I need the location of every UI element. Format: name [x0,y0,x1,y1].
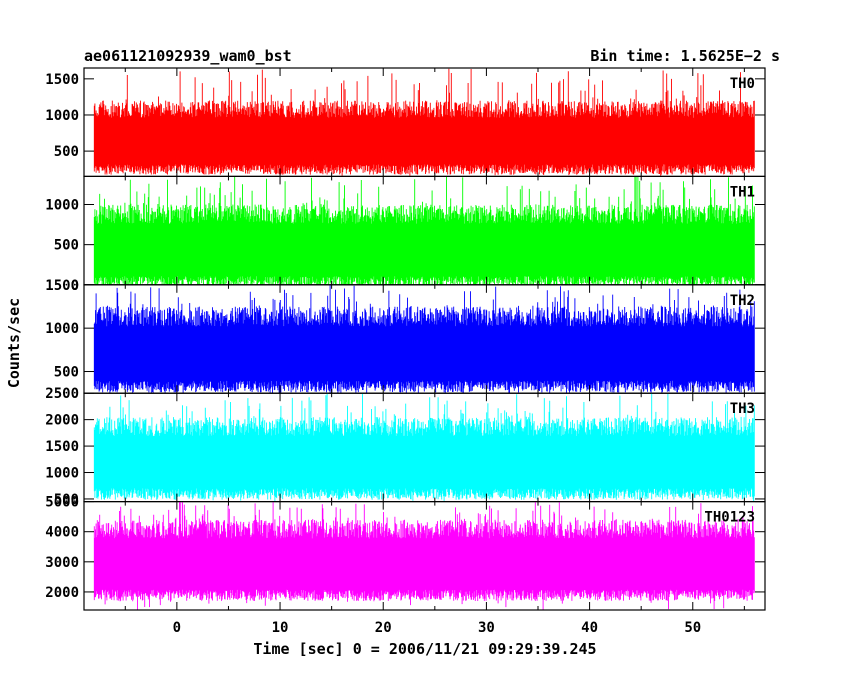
x-tick-label: 10 [272,620,289,636]
y-tick-label: 4000 [45,525,79,541]
y-tick-label: 1000 [45,466,79,482]
y-tick-label: 5000 [45,495,79,511]
x-axis-label: Time [sec] 0 = 2006/11/21 09:29:39.245 [253,640,596,658]
y-tick-label: 1500 [45,439,79,455]
y-tick-label: 500 [54,492,79,508]
x-tick-label: 20 [375,620,392,636]
panel-th1: 0 500 1000 TH1 [45,175,766,294]
series-th3 [93,393,755,502]
y-tick-label: 2500 [45,386,79,402]
panel-frame [83,501,766,611]
x-tick-label: 50 [684,620,701,636]
panel-th0: 500 1000 1500 TH0 [45,67,766,178]
panel-label: TH1 [730,184,755,200]
y-tick-label: 1000 [45,108,79,124]
chart-title-right: Bin time: 1.5625E−2 s [590,47,780,65]
y-tick-label: 500 [54,238,79,254]
panel-th3: 500 1000 1500 2000 2500 TH3 [45,386,766,508]
y-tick-label: 1500 [45,72,79,88]
panel-label: TH3 [730,401,755,417]
y-tick-label: 1000 [45,321,79,337]
y-tick-label: 1500 [45,278,79,294]
panel-th2: 500 1000 1500 TH2 [45,278,766,394]
y-tick-label: 0 [71,278,79,294]
series-th2 [93,285,755,393]
y-tick-label: 3000 [45,555,79,571]
panel-label: TH0 [730,76,755,92]
y-axis-label: Counts/sec [5,298,23,388]
series-th1 [93,176,755,285]
x-tick-label: 30 [478,620,495,636]
x-tick-label: 0 [173,620,181,636]
panel-label: TH0123 [704,510,755,526]
y-tick-label: 2000 [45,413,79,429]
y-tick-label: 2000 [45,585,79,601]
y-tick-label: 1000 [45,198,79,214]
y-tick-label: 500 [54,365,79,381]
panel-th0123: 2000 3000 4000 5000 TH0123 [45,495,766,611]
series-th0123 [93,501,755,610]
chart-title-left: ae061121092939_wam0_bst [84,47,292,65]
series-th0 [93,68,755,176]
panel-label: TH2 [730,293,755,309]
x-tick-label: 40 [581,620,598,636]
y-tick-label: 500 [54,144,79,160]
